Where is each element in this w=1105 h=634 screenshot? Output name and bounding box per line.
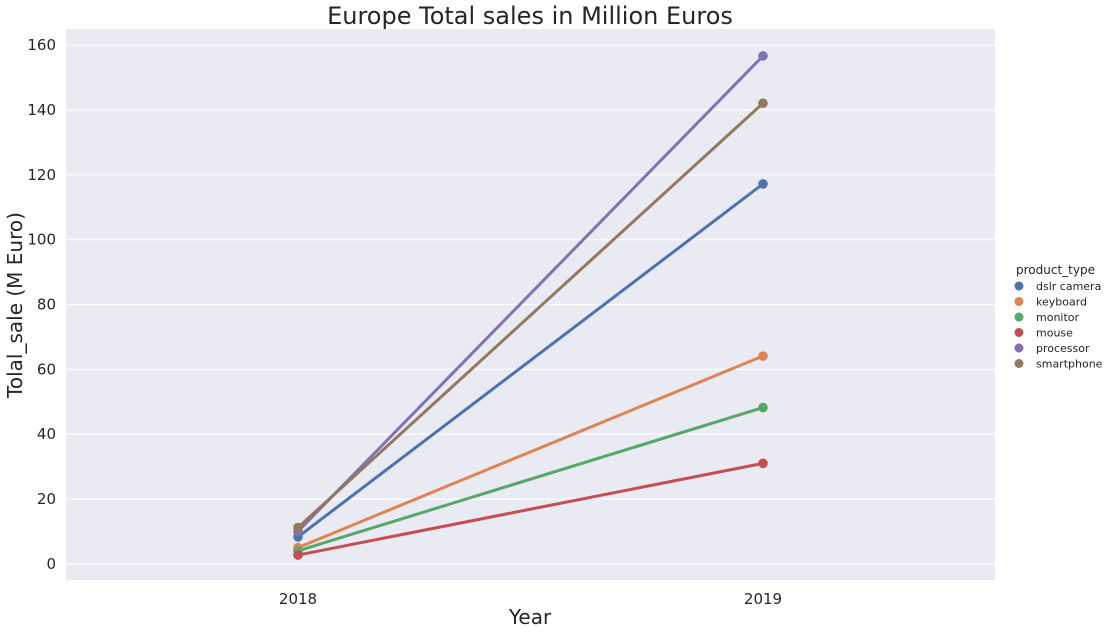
y-tick-label: 0 [46,555,56,573]
y-tick-label: 100 [27,231,56,249]
legend-item-label: monitor [1036,311,1080,324]
legend-marker [1014,312,1024,322]
y-tick-label: 60 [37,360,56,378]
series-line [296,54,765,533]
y-axis-label: Tolal_sale (M Euro) [3,212,27,399]
series-line [297,354,764,549]
series-line [297,182,764,539]
legend-marker [1014,359,1024,368]
series-lines [296,54,765,557]
chart-title: Europe Total sales in Million Euros [327,2,733,30]
x-tick-label: 2018 [279,590,317,608]
grid [66,44,995,565]
y-axis: 0 20 40 60 80 100 120 140 160 [27,36,56,573]
legend-item-label: keyboard [1036,296,1087,309]
legend-marker [1014,281,1024,291]
data-point [293,550,303,560]
x-tick-label: 2019 [744,590,782,608]
legend-marker [1014,297,1024,306]
data-point [758,98,768,109]
y-tick-label: 160 [27,36,56,54]
data-point [758,51,768,61]
legend-item-label: processor [1036,342,1090,355]
y-tick-label: 140 [27,101,56,119]
data-point [758,402,768,413]
y-tick-label: 120 [27,166,56,184]
series-points [293,51,768,560]
series-line [297,461,764,557]
data-point [293,522,303,533]
legend-item-label: smartphone [1036,358,1103,371]
x-axis: 2018 2019 [279,590,782,608]
legend-item-label: mouse [1036,327,1073,340]
data-point [758,458,768,469]
series-line [297,406,764,553]
legend-marker [1014,343,1024,353]
data-point [758,351,768,361]
data-point [758,179,768,189]
legend-marker [1014,328,1024,337]
legend-title: product_type [1016,263,1095,277]
legend-item-label: dslr camera [1036,280,1101,293]
legend: product_type dslr camera keyboard monitor m… [1014,263,1103,371]
x-axis-label: Year [508,605,552,629]
y-tick-label: 80 [37,296,56,314]
series-line [296,102,765,529]
y-tick-label: 20 [37,490,56,508]
y-tick-label: 40 [37,425,56,443]
